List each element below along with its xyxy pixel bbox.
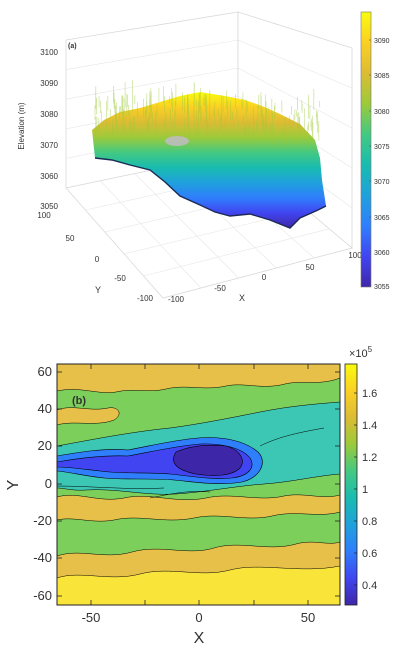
y-tick-neg100: -100 [137,294,154,303]
z-tick-3080: 3080 [40,110,58,119]
colorbar-b-ticks [354,392,357,586]
colorbar-a-tick-3085: 3085 [374,73,390,80]
y-tick-100: 100 [37,211,51,220]
contour-peak-yellow [57,565,340,605]
y-tick-0: 0 [95,255,100,264]
panel-b-plot-frame [56,363,341,606]
grid-line [65,39,239,70]
grid-line [237,67,353,129]
x-tick-neg50: -50 [214,284,226,293]
elevation-surface [92,80,327,229]
x-tick-neg100: -100 [168,295,185,304]
z-tick-3050: 3050 [40,202,58,211]
x-axis-label: X [239,293,245,303]
surface-top [92,92,326,228]
colorbar-b-tick-1: 1 [362,484,368,496]
contour-high-left-band [57,407,120,426]
contour-trough-tail [57,427,325,499]
colorbar-b-multiplier-exponent: 5 [368,345,373,354]
b-y-axis-label: Y [5,479,22,490]
grid-line [100,180,202,289]
colorbar-b-tick-0.8: 0.8 [362,516,377,528]
colorbar-b-tick-1.4: 1.4 [362,420,377,432]
colorbar-a [360,11,372,288]
x-tick-50: 50 [306,263,315,272]
panel-b-label: (b) [72,395,86,407]
b-y-tick-40: 40 [38,401,52,416]
x-tick-100: 100 [348,251,362,260]
b-y-tick-neg40: -40 [33,550,52,565]
panel-a-label: (a) [68,43,77,50]
colorbar-b-multiplier: ×105 [349,345,373,360]
colorbar-a-tick-3075: 3075 [374,144,390,151]
contour-low-core [173,444,243,476]
y-axis-label: Y [95,285,101,295]
colorbar-a-tick-3080: 3080 [374,109,390,116]
colorbar-a-tick-3090: 3090 [374,38,390,45]
b-y-tick-neg60: -60 [33,588,52,603]
y-tick-neg50: -50 [114,274,126,283]
grid-line [65,67,239,100]
grid-line [143,228,330,277]
colorbar-b-multiplier-base: ×10 [349,348,368,360]
colorbar-b-tick-1.2: 1.2 [362,452,377,464]
colorbar-a-ticks [369,39,371,287]
b-x-tick-neg50: -50 [82,610,101,625]
contour-fills [57,364,340,605]
b-y-tick-60: 60 [38,364,52,379]
panel-a-surface-plot: 3100 3090 3080 3070 3060 3050 Elevation … [17,11,390,304]
panel-b-axis-ticks [57,364,340,605]
colorbar-a-tick-3065: 3065 [374,215,390,222]
panel-b-contour-plot: (b) 60 40 20 0 -20 -40 -60 Y -50 0 50 X … [5,345,377,647]
x-tick-0: 0 [262,273,267,282]
b-y-tick-20: 20 [38,438,52,453]
surface-spikes [94,80,321,145]
colorbar-a-tick-3055: 3055 [374,284,390,291]
b-x-tick-0: 0 [195,610,202,625]
colorbar-a-tick-3070: 3070 [374,179,390,186]
contour-high-mid-band [57,494,340,522]
colorbar-b-tick-1.6: 1.6 [362,388,377,400]
surface-front-edge [94,157,327,229]
colorbar-b-tick-0.6: 0.6 [362,548,377,560]
b-y-tick-neg20: -20 [33,513,52,528]
b-x-tick-50: 50 [301,610,315,625]
colorbar-b-tick-0.4: 0.4 [362,580,377,592]
z-tick-3070: 3070 [40,141,58,150]
z-tick-3090: 3090 [40,79,58,88]
z-tick-3100: 3100 [40,48,58,57]
grid-line [134,173,239,279]
y-tick-50: 50 [66,234,75,243]
colorbar-b [344,363,358,606]
contour-high-top-band [57,364,340,393]
z-tick-3060: 3060 [40,172,58,181]
b-y-tick-0: 0 [45,476,52,491]
grid-line [237,39,353,89]
z-axis-label: Elevation (m) [17,102,26,149]
b-x-axis-label: X [194,630,205,647]
colorbar-a-tick-3060: 3060 [374,250,390,257]
surface-marker-ellipse [165,136,189,146]
